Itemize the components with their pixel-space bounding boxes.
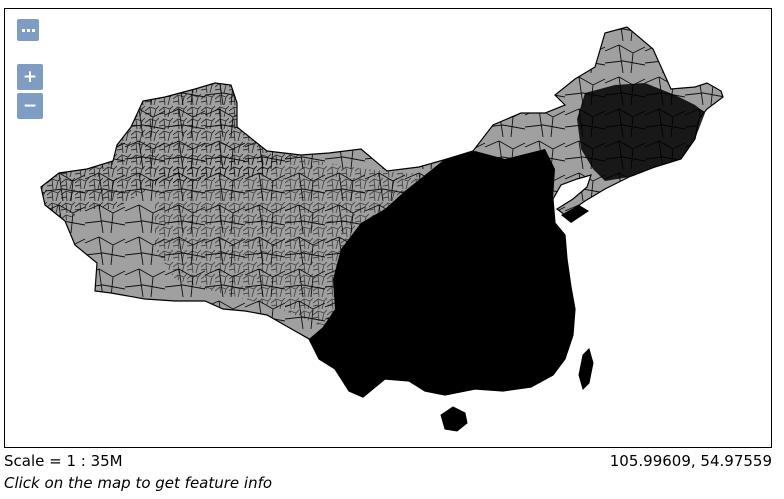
- hainan-island-shape[interactable]: [440, 406, 468, 432]
- layer-switcher-button[interactable]: [17, 19, 39, 41]
- zoom-out-button[interactable]: −: [17, 93, 43, 119]
- feature-info-hint: Click on the map to get feature info: [4, 474, 273, 492]
- china-counties-layer[interactable]: [5, 9, 772, 448]
- ellipsis-icon: [21, 28, 25, 32]
- scale-label: Scale = 1 : 35M: [4, 452, 123, 470]
- dense-counties-region[interactable]: [309, 149, 575, 397]
- dense-northeast-region[interactable]: [577, 83, 705, 181]
- taiwan-island-shape[interactable]: [578, 348, 594, 390]
- map-viewport[interactable]: + −: [4, 8, 772, 448]
- zoom-in-button[interactable]: +: [17, 64, 43, 90]
- mouse-position-readout: 105.99609, 54.97559: [609, 452, 772, 470]
